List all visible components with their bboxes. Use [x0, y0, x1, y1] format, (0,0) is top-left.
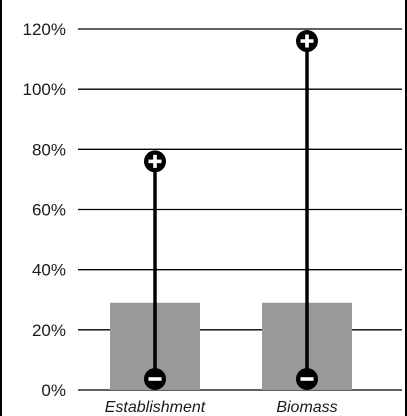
y-tick-label: 80% — [32, 140, 66, 159]
minus-marker-bar — [148, 377, 162, 381]
plus-icon — [296, 30, 318, 53]
y-tick-label: 100% — [23, 80, 66, 99]
x-category-label: Establishment — [105, 399, 206, 416]
y-tick-label: 120% — [23, 20, 66, 39]
y-tick-label: 60% — [32, 201, 66, 220]
minus-icon — [144, 368, 166, 390]
minus-marker-bar — [300, 377, 314, 381]
plus-marker-vbar — [305, 34, 309, 48]
x-category-label: Biomass — [276, 399, 337, 416]
plus-marker-vbar — [153, 154, 157, 168]
plus-icon — [144, 150, 166, 173]
y-tick-label: 20% — [32, 321, 66, 340]
y-tick-label: 40% — [32, 261, 66, 280]
x-category-labels: Establishment Biomass — [105, 399, 338, 416]
range-lines — [153, 41, 309, 379]
range-markers — [144, 30, 318, 390]
y-tick-labels: 0% 20% 40% 60% 80% 100% 120% — [23, 20, 66, 400]
y-tick-label: 0% — [41, 381, 66, 400]
minus-icon — [296, 368, 318, 390]
